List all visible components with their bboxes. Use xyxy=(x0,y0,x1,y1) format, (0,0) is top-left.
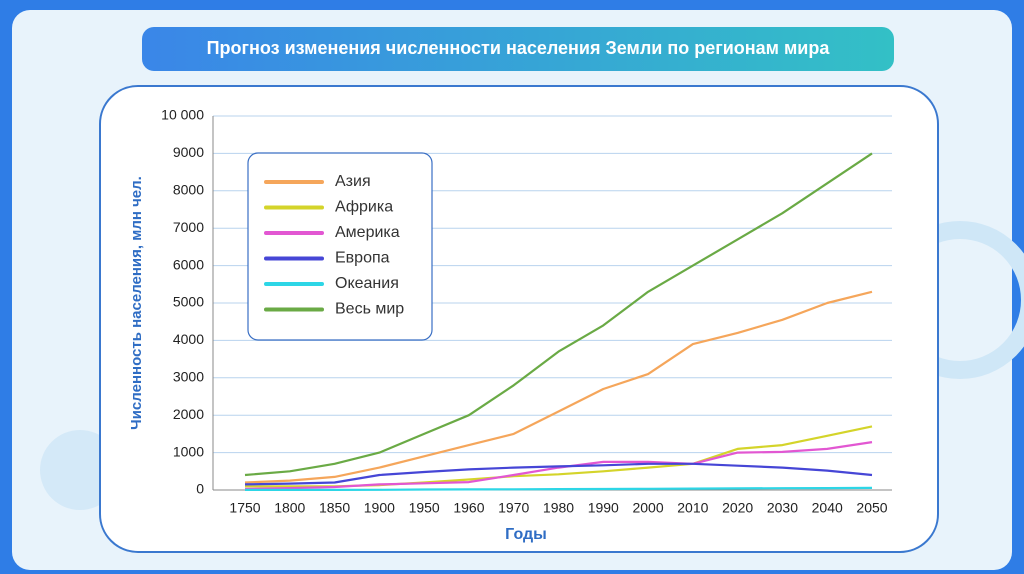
y-tick-label: 10 000 xyxy=(161,107,204,123)
legend-label: Океания xyxy=(335,275,399,292)
series-line xyxy=(244,290,873,484)
chart-title: Прогноз изменения численности населения … xyxy=(207,38,831,58)
y-tick-label: 2000 xyxy=(173,406,204,422)
title-pill xyxy=(142,27,894,71)
x-tick-label: 2020 xyxy=(722,500,753,516)
legend-box xyxy=(247,152,433,341)
x-tick-label: 1970 xyxy=(498,500,529,516)
series-line xyxy=(244,152,873,477)
x-tick-label: 2050 xyxy=(856,500,887,516)
x-tick-label: 1750 xyxy=(229,500,260,516)
x-tick-label: 2010 xyxy=(677,500,708,516)
y-axis-label: Численность населения, млн чел. xyxy=(128,176,145,430)
series-line xyxy=(244,441,873,490)
x-tick-label: 2040 xyxy=(812,500,843,516)
y-tick-label: 7000 xyxy=(173,219,204,235)
x-tick-label: 1900 xyxy=(364,500,395,516)
x-tick-label: 1800 xyxy=(274,500,305,516)
x-axis-label: Годы xyxy=(505,526,547,543)
x-tick-label: 1990 xyxy=(588,500,619,516)
y-tick-label: 3000 xyxy=(173,369,204,385)
x-tick-label: 1950 xyxy=(409,500,440,516)
y-tick-label: 8000 xyxy=(173,182,204,198)
y-tick-label: 9000 xyxy=(173,144,204,160)
plot-area: 0 1000 2000 3000 4000 5000 6000 7000 8000 9000 10 … xyxy=(161,107,892,516)
y-tick-label: 5000 xyxy=(173,294,204,310)
y-tick-label: 1000 xyxy=(173,443,204,459)
legend-label: Европа xyxy=(335,250,390,267)
legend-label: Весь мир xyxy=(335,301,404,318)
y-tick-label: 6000 xyxy=(173,256,204,272)
x-tick-label: 2030 xyxy=(767,500,798,516)
y-tick-label: 0 xyxy=(196,481,204,497)
series-line xyxy=(245,486,873,491)
x-tick-label: 1980 xyxy=(543,500,574,516)
x-tick-label: 2000 xyxy=(632,500,663,516)
series-line xyxy=(244,462,873,486)
legend-label: Америка xyxy=(335,224,400,241)
y-tick-label: 4000 xyxy=(173,331,204,347)
x-tick-label: 1960 xyxy=(453,500,484,516)
chart-panel xyxy=(99,85,939,553)
legend-label: Африка xyxy=(335,199,393,216)
legend-label: Азия xyxy=(335,173,371,190)
x-tick-label: 1850 xyxy=(319,500,350,516)
